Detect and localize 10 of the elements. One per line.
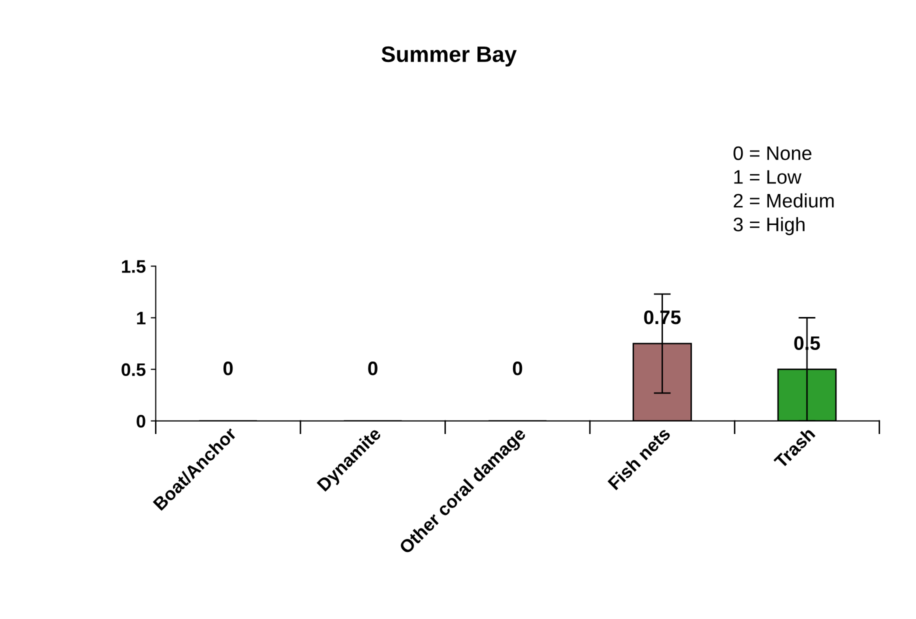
- chart-title: Summer Bay: [382, 46, 517, 67]
- data-label: 0: [368, 362, 378, 376]
- data-label: 0: [223, 362, 233, 376]
- x-tick-label: Fish nets: [607, 426, 672, 490]
- y-tick-label: 1.5: [122, 260, 146, 273]
- y-tick-label: 1: [137, 312, 146, 324]
- y-tick-label: 0.5: [122, 363, 146, 376]
- text: 0 = None 1 = Low 2 = Medium 3 = High: [734, 146, 834, 236]
- data-label: 0: [512, 362, 522, 376]
- y-tick-label: 0: [136, 414, 146, 428]
